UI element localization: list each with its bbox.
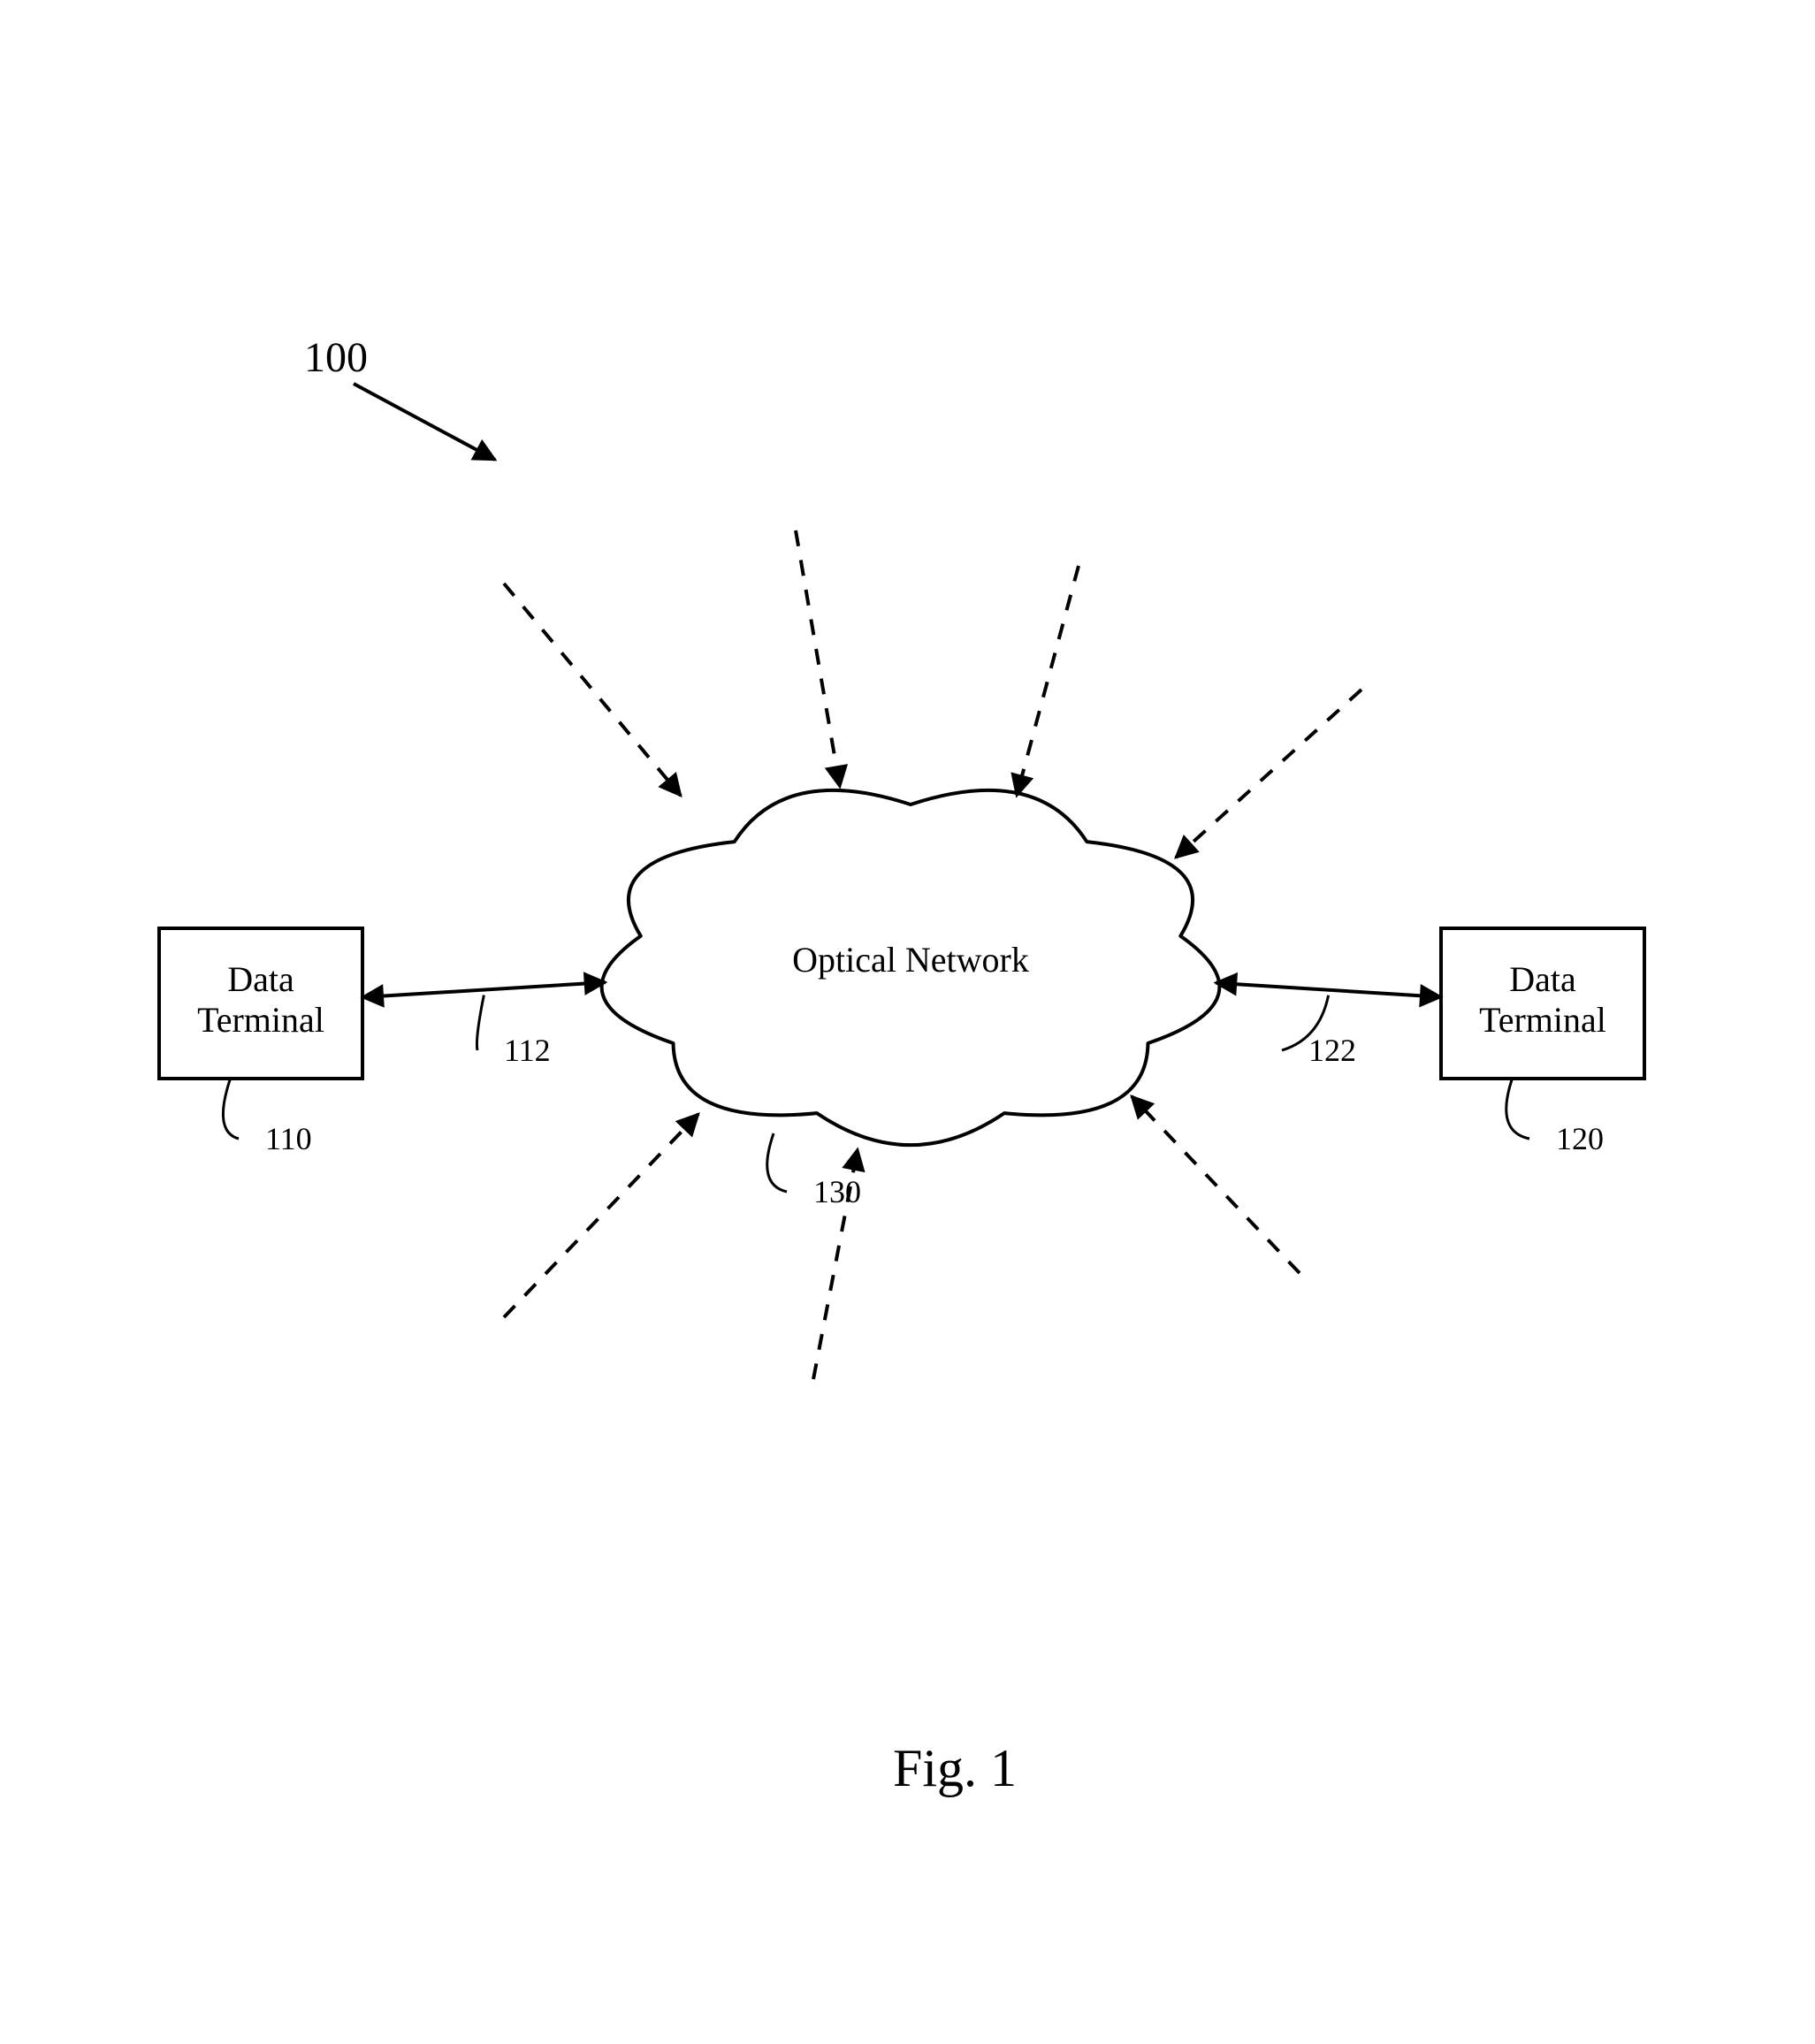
stub-arrow <box>504 583 681 796</box>
node-term_right-label-0: Data <box>1509 959 1576 999</box>
ref-112: 112 <box>504 1033 551 1068</box>
node-term_left: DataTerminal 110 <box>159 928 362 1156</box>
ref-122: 122 <box>1308 1033 1356 1068</box>
stub-arrow <box>1176 690 1361 858</box>
ref-130: 130 <box>813 1174 861 1209</box>
node-term_right-label-1: Terminal <box>1479 1000 1606 1040</box>
figure-caption: Fig. 1 <box>893 1739 1017 1797</box>
stub-arrow <box>1132 1096 1300 1273</box>
edge-cloud-term_right <box>1216 983 1441 997</box>
node-cloud-label-0: Optical Network <box>792 940 1029 980</box>
stub-arrow <box>1017 566 1079 796</box>
stub-arrow <box>796 530 840 787</box>
ref-120: 120 <box>1556 1121 1604 1156</box>
ref-110: 110 <box>265 1121 312 1156</box>
edge-term_left-cloud <box>362 982 606 997</box>
ref-100-arrow <box>354 384 495 460</box>
node-cloud: Optical Network 130 <box>602 790 1220 1209</box>
node-term_right: DataTerminal 120 <box>1441 928 1644 1156</box>
node-term_left-label-0: Data <box>227 959 294 999</box>
ref-100: 100 <box>304 334 368 381</box>
node-term_left-label-1: Terminal <box>197 1000 324 1040</box>
stub-arrow <box>504 1114 698 1317</box>
